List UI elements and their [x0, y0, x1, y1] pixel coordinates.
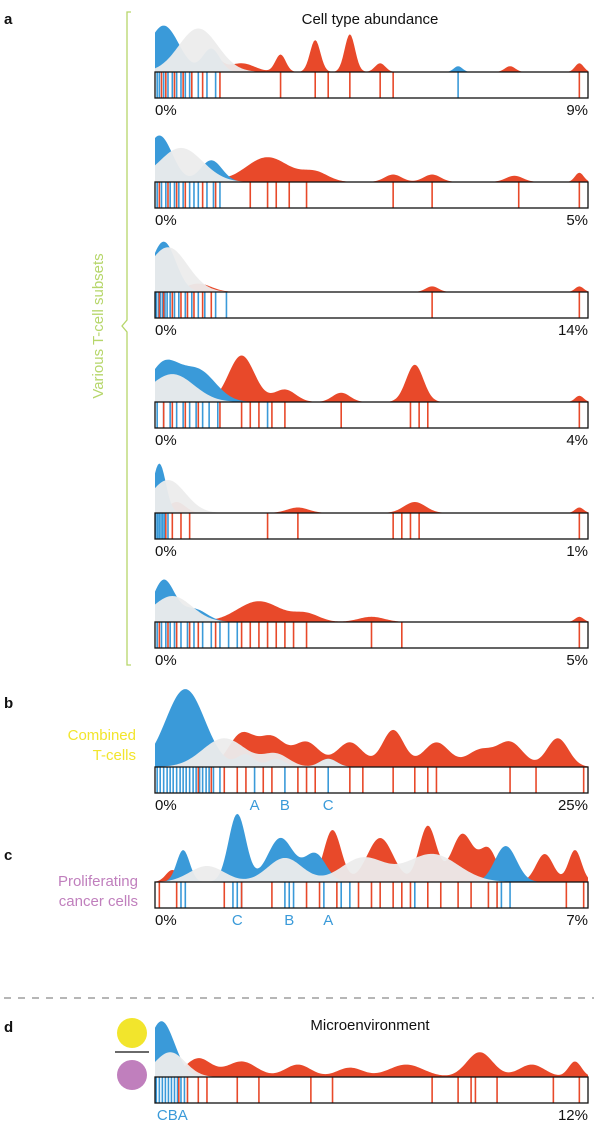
density-chart-7: 0% 25% A B C [154, 689, 589, 814]
x-min-label: 0% [155, 912, 177, 929]
blue-density-area [155, 241, 588, 292]
x-min-label: 0% [155, 432, 177, 449]
gray-density-area [155, 28, 588, 72]
rug-box-bg [155, 402, 588, 428]
x-max-label: 25% [558, 797, 588, 814]
x-min-label: 0% [155, 322, 177, 339]
rug-box-bg [155, 513, 588, 539]
x-max-label: 5% [566, 212, 588, 229]
red-density-area [155, 1052, 588, 1077]
density-chart-5: 0% 1% [154, 463, 589, 560]
rug-box-bg [155, 1077, 588, 1103]
density-chart-2: 0% 5% [154, 135, 589, 229]
combined-label: Combined [68, 727, 136, 744]
rug-box [154, 1076, 589, 1104]
various-t-cell-subsets-label: Various T-cell subsets [90, 253, 107, 398]
blue-density-area [155, 135, 588, 182]
rug-box-bg [155, 292, 588, 318]
cancer-cells-label: cancer cells [59, 893, 138, 910]
density-chart-1: 0% 9% [154, 25, 589, 119]
x-min-label: 0% [155, 797, 177, 814]
x-min-label: 0% [155, 543, 177, 560]
blue-density-area [155, 813, 588, 882]
rug-box [154, 512, 589, 540]
marker-b: B [280, 797, 290, 814]
rug-box-bg [155, 72, 588, 98]
x-max-label: 7% [566, 912, 588, 929]
marker-c: C [323, 797, 334, 814]
gray-density-area [155, 374, 588, 402]
red-density-area [155, 825, 588, 882]
density-chart-6: 0% 5% [154, 579, 589, 669]
rug-box-bg [155, 767, 588, 793]
blue-density-area [155, 579, 588, 622]
density-chart-8: 0% 7% C B A [154, 813, 589, 929]
x-min-label: 0% [155, 212, 177, 229]
rug-box [154, 881, 589, 909]
rug-box [154, 181, 589, 209]
rug-box [154, 766, 589, 794]
panel-a-letter: a [4, 11, 13, 28]
marker-a: A [250, 797, 260, 814]
red-density-area [155, 157, 588, 182]
x-max-label: 12% [558, 1107, 588, 1123]
gray-density-area [155, 596, 588, 622]
panel-d-letter: d [4, 1019, 13, 1036]
density-chart-4: 0% 4% [154, 355, 589, 449]
gray-density-area [155, 738, 588, 767]
cancer-cell-circle-icon [117, 1060, 147, 1090]
gray-density-area [155, 853, 588, 882]
marker-b: B [284, 912, 294, 929]
gray-density-area [155, 1052, 588, 1077]
t-cell-circle-icon [117, 1018, 147, 1048]
gray-density-area [155, 480, 588, 513]
gray-density-area [155, 147, 588, 182]
rug-box-bg [155, 182, 588, 208]
rug-box [154, 71, 589, 99]
t-cell-subsets-bracket [121, 11, 131, 666]
rug-box [154, 291, 589, 319]
marker-a: A [323, 912, 333, 929]
rug-box [154, 401, 589, 429]
x-max-label: 9% [566, 102, 588, 119]
density-chart-9: 12% CBA [154, 1021, 589, 1123]
blue-density-area [155, 463, 588, 513]
blue-density-area [155, 359, 588, 402]
marker-c: C [232, 912, 243, 929]
proliferating-label: Proliferating [58, 873, 138, 890]
panel-b-letter: b [4, 695, 13, 712]
density-chart-3: 0% 14% [154, 241, 589, 339]
gray-density-area [155, 247, 588, 292]
t-cells-label: T-cells [93, 747, 136, 764]
red-density-area [155, 355, 588, 402]
x-max-label: 1% [566, 543, 588, 560]
marker-cba: CBA [157, 1107, 188, 1123]
x-min-label: 0% [155, 102, 177, 119]
panel-d-title: Microenvironment [310, 1017, 430, 1034]
red-density-area [155, 601, 588, 622]
x-max-label: 14% [558, 322, 588, 339]
panel-a-title: Cell type abundance [302, 11, 439, 28]
panel-c-letter: c [4, 847, 12, 864]
x-max-label: 4% [566, 432, 588, 449]
x-max-label: 5% [566, 652, 588, 669]
rug-box [154, 621, 589, 649]
density-charts: 0% 9%0% 5%0% 14%0% 4%0% 1%0% 5%0% 25%A B C0% 7%C B A… [154, 25, 589, 1123]
red-density-area [155, 502, 588, 513]
x-min-label: 0% [155, 652, 177, 669]
